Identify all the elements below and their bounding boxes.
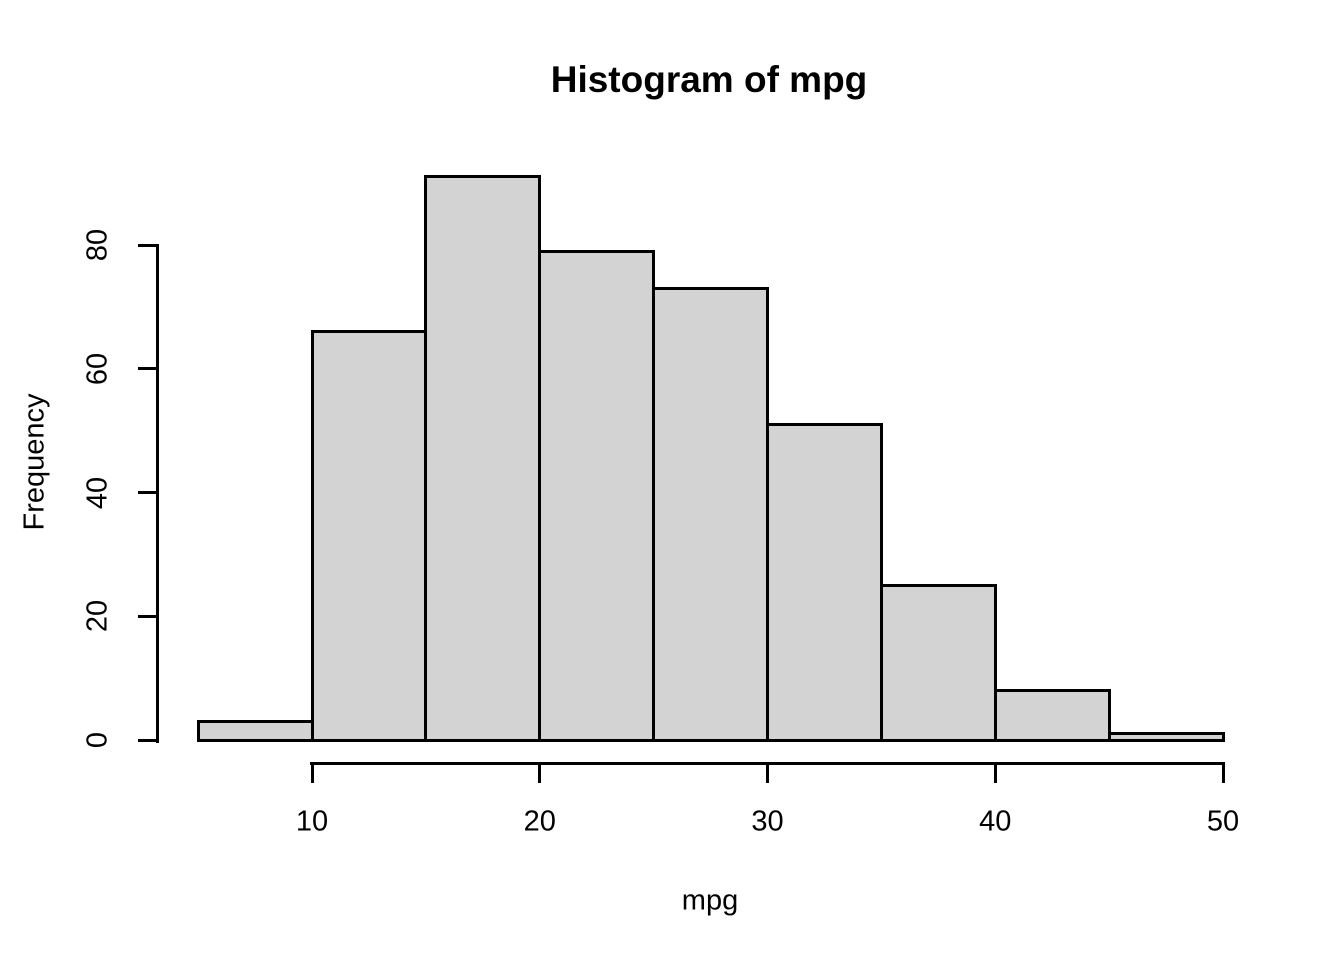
y-tick-label: 0	[81, 731, 114, 749]
histogram-bar	[424, 175, 542, 742]
y-tick-label: 20	[81, 600, 114, 633]
x-tick-label: 20	[523, 805, 556, 838]
histogram-bar	[766, 422, 883, 742]
histogram-bar	[538, 249, 656, 742]
y-axis-title: Frequency	[18, 393, 51, 531]
histogram-bar	[1107, 732, 1225, 742]
x-tick-label: 40	[979, 805, 1012, 838]
y-tick-label: 80	[81, 228, 114, 262]
x-tick-label: 10	[295, 805, 329, 838]
histogram-bar	[310, 330, 428, 742]
histogram-bar	[879, 583, 997, 742]
x-tick	[993, 763, 997, 783]
y-tick	[138, 243, 158, 247]
x-tick	[1221, 763, 1225, 783]
x-tick	[538, 763, 542, 783]
y-tick-label: 60	[81, 352, 114, 385]
histogram-bar	[196, 719, 314, 742]
x-tick	[310, 763, 314, 783]
x-tick	[766, 763, 769, 783]
x-axis-title: mpg	[681, 884, 739, 917]
chart-title: Histogram of mpg	[550, 59, 868, 100]
y-tick	[138, 367, 158, 371]
x-tick-label: 30	[751, 805, 784, 838]
y-tick	[138, 491, 158, 494]
y-tick	[138, 614, 158, 618]
x-tick-label: 50	[1206, 805, 1240, 838]
histogram-bar	[993, 689, 1111, 742]
y-tick	[138, 738, 158, 742]
y-tick-label: 40	[81, 476, 114, 509]
histogram-bar	[652, 286, 769, 742]
